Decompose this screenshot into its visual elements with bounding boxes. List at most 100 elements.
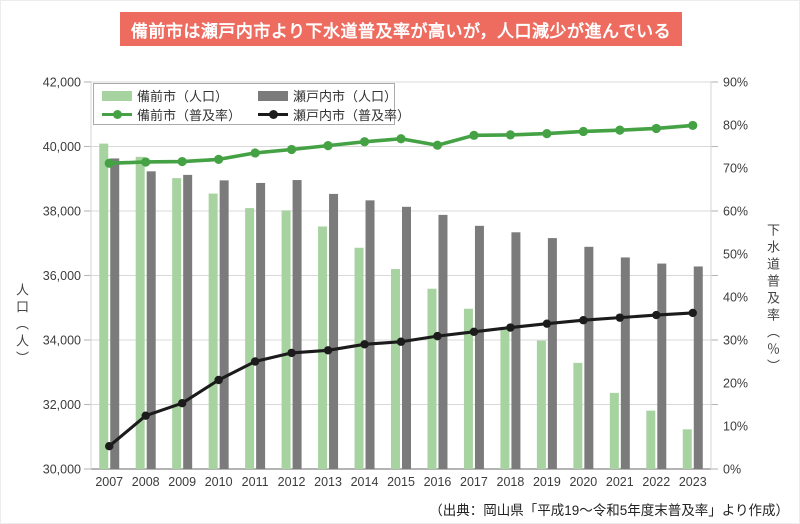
bar	[609, 392, 619, 469]
y-axis-tick-label-left: 30,000	[43, 463, 81, 477]
bar	[620, 257, 630, 469]
x-axis-tick-label: 2013	[314, 475, 342, 489]
bars-bizen-population	[99, 143, 692, 470]
coverage-line-setouchi	[105, 308, 697, 451]
line-marker	[688, 308, 697, 318]
x-axis-tick-label: 2007	[95, 475, 123, 489]
bar	[183, 174, 193, 469]
y-axis-tick-label-right: 80%	[723, 119, 748, 133]
legend-label: 備前市（人口）	[137, 89, 229, 104]
left-axis-title: 人口（人）	[14, 283, 29, 368]
chart-legend: 備前市（人口） 瀬戸内市（人口） 備前市（普及率） 瀬戸内市（普及率）	[93, 83, 410, 125]
line-marker	[578, 126, 588, 137]
title-banner: 備前市は瀬戸内市より下水道普及率が高いが，人口減少が進んでいる	[120, 12, 682, 46]
bar	[427, 288, 437, 469]
bar	[292, 180, 302, 470]
line-marker	[615, 313, 625, 322]
line-marker	[505, 130, 516, 140]
population-bars	[99, 143, 703, 470]
title-banner-text: 備前市は瀬戸内市より下水道普及率が高いが，人口減少が進んでいる	[130, 21, 672, 41]
bar	[547, 238, 557, 469]
bar	[146, 171, 156, 469]
line-marker	[250, 357, 260, 366]
legend-line-swatch	[258, 110, 288, 120]
x-axis-tick-label: 2017	[460, 475, 488, 489]
line-marker	[104, 158, 114, 168]
bar	[646, 410, 656, 469]
x-axis-tick-label: 2010	[205, 475, 233, 489]
x-axis-tick-label: 2020	[569, 475, 597, 489]
bar	[693, 266, 703, 469]
coverage-line-bizen	[104, 120, 698, 168]
line-marker	[652, 310, 661, 320]
y-axis-tick-label-right: 40%	[723, 291, 748, 305]
x-axis-tick-label: 2011	[242, 475, 269, 489]
y-axis-tick-label-right: 20%	[723, 377, 748, 391]
y-axis-tick-label-left: 42,000	[43, 76, 81, 90]
line-path	[109, 123, 693, 166]
legend-item: 備前市（人口）	[102, 86, 258, 105]
bars-setouchi-population	[110, 158, 703, 470]
line-marker	[432, 140, 443, 150]
bar	[208, 193, 218, 469]
x-axis-tick-label: 2016	[424, 475, 452, 489]
bar	[474, 225, 484, 469]
bar	[172, 178, 182, 470]
line-marker	[105, 442, 114, 451]
y-axis-tick-label-right: 90%	[723, 76, 748, 90]
bar	[256, 182, 266, 469]
bar	[354, 247, 364, 469]
line-marker	[286, 144, 297, 155]
y-axis-tick-label-right: 70%	[723, 162, 748, 176]
bar	[99, 143, 109, 469]
y-axis-tick-label-right: 10%	[723, 420, 748, 434]
bar	[245, 208, 255, 469]
y-axis-tick-label-right: 60%	[723, 205, 748, 219]
y-axis-tick-label-right: 30%	[723, 334, 748, 348]
line-marker	[214, 375, 223, 385]
line-marker	[506, 323, 515, 332]
right-axis-title: 下水道普及率（％）	[765, 223, 780, 376]
bar	[536, 340, 546, 469]
legend-label: 瀬戸内市（人口）	[293, 89, 398, 104]
line-marker	[250, 148, 260, 158]
line-marker	[141, 157, 151, 167]
legend-item: 備前市（普及率）	[102, 105, 258, 124]
line-marker	[688, 120, 698, 131]
legend-label: 備前市（普及率）	[137, 108, 242, 123]
legend-item: 瀬戸内市（普及率）	[258, 105, 410, 124]
coverage-lines	[104, 120, 698, 451]
legend-bar-swatch	[102, 90, 132, 101]
line-marker	[469, 130, 479, 140]
y-axis-tick-label-right: 50%	[723, 248, 748, 262]
y-axis-tick-label-left: 38,000	[43, 205, 81, 219]
legend-bar-swatch	[258, 90, 288, 101]
line-marker	[177, 156, 187, 167]
line-marker	[469, 327, 479, 337]
axis-labels: 30,000 32,000 34,000 36,000 38,000 40,000 42,0…	[43, 76, 748, 490]
x-axis-tick-label: 2009	[168, 475, 196, 489]
line-marker	[542, 129, 552, 139]
line-marker	[433, 331, 442, 341]
legend-label: 瀬戸内市（普及率）	[293, 108, 411, 123]
bar	[365, 200, 375, 470]
bar	[511, 232, 521, 469]
bar	[500, 327, 510, 469]
bar	[438, 214, 448, 469]
bar	[329, 193, 339, 469]
line-marker	[542, 319, 552, 328]
bar	[584, 246, 594, 469]
source-note: （出典：岡山県「平成19～令和5年度末普及率」より作成）	[429, 503, 789, 518]
line-marker	[214, 154, 224, 164]
line-path	[108, 311, 693, 448]
x-axis-tick-label: 2014	[351, 475, 379, 489]
line-marker	[615, 125, 625, 135]
bar	[318, 226, 328, 469]
y-axis-tick-label-left: 36,000	[43, 269, 81, 283]
line-marker	[396, 134, 406, 144]
legend-line-swatch	[102, 110, 132, 120]
line-marker	[177, 399, 187, 408]
line-marker	[396, 337, 406, 346]
